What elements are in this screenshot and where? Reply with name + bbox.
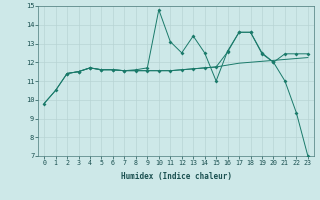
X-axis label: Humidex (Indice chaleur): Humidex (Indice chaleur) bbox=[121, 172, 231, 181]
